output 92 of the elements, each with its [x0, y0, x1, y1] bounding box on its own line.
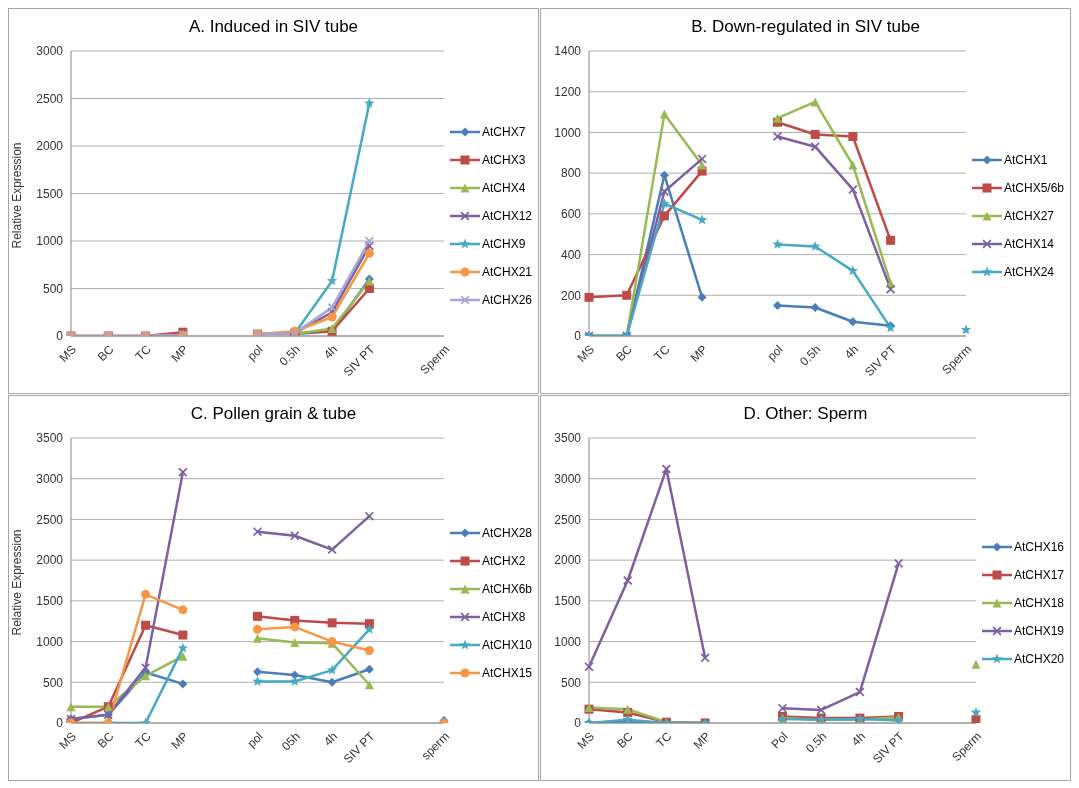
x-tick-label: MS	[574, 729, 598, 752]
y-tick-label: 1000	[554, 125, 582, 140]
x-tick-label: 0.5h	[802, 729, 830, 756]
y-tick-label: 1400	[554, 44, 582, 59]
x-tick-label: BC	[94, 729, 117, 751]
x-tick-label: BC	[613, 342, 636, 364]
y-tick-label: 1000	[554, 634, 582, 649]
y-tick-label: 1200	[554, 84, 582, 99]
chart-title: D. Other: Sperm	[742, 404, 869, 425]
y-tick-label: 1000	[36, 234, 64, 249]
x-tick-label: 4h	[841, 342, 862, 362]
x-tick-label: MP	[690, 729, 714, 752]
y-tick-label: 3000	[36, 471, 64, 486]
y-tick-label: 0	[56, 329, 64, 344]
x-tick-label: 0.5h	[276, 342, 303, 369]
legend-label: AtCHX2	[481, 554, 526, 568]
x-tick-label: 05h	[278, 729, 303, 754]
y-tick-label: 200	[560, 288, 582, 303]
legend-label: AtCHX9	[481, 237, 526, 251]
legend-label: AtCHX28	[481, 526, 532, 540]
chart-title: C. Pollen grain & tube	[189, 404, 358, 425]
legend-label: AtCHX14	[1003, 237, 1054, 251]
y-tick-label: 3000	[554, 471, 582, 486]
legend-label: AtCHX3	[481, 153, 526, 167]
x-tick-label: pol	[764, 342, 786, 364]
x-tick-label: MS	[56, 729, 80, 752]
y-tick-label: 1500	[554, 594, 582, 609]
y-tick-label: 3500	[554, 431, 582, 446]
y-tick-label: 0	[574, 716, 582, 731]
legend-label: AtCHX8	[481, 610, 526, 624]
y-tick-label: 0	[574, 329, 582, 344]
legend-label: AtCHX16	[1013, 540, 1064, 554]
y-tick-label: 2500	[36, 512, 64, 527]
legend-label: AtCHX21	[481, 265, 532, 279]
y-axis-title: Relative Expression	[10, 529, 25, 636]
y-tick-label: 3000	[36, 44, 64, 59]
x-tick-label: MS	[574, 342, 598, 365]
x-tick-label: Pol	[768, 729, 791, 752]
legend-label: AtCHX18	[1013, 596, 1064, 610]
legend-label: AtCHX17	[1013, 568, 1064, 582]
legend-label: AtCHX1	[1003, 153, 1048, 167]
y-tick-label: 800	[560, 166, 582, 181]
x-tick-label: TC	[132, 729, 154, 751]
x-tick-label: BC	[94, 342, 117, 364]
x-tick-label: SIV PT	[340, 341, 378, 380]
x-tick-label: TC	[651, 342, 673, 364]
x-tick-label: BC	[614, 729, 637, 751]
x-tick-label: 0.5h	[796, 342, 824, 369]
legend-label: AtCHX6b	[481, 582, 532, 596]
x-tick-label: TC	[132, 342, 154, 364]
y-tick-label: 2500	[36, 91, 64, 106]
x-tick-label: MP	[687, 342, 711, 365]
chart-title: B. Down-regulated in SIV tube	[690, 17, 921, 38]
y-tick-label: 0	[56, 716, 64, 731]
y-tick-label: 3500	[36, 431, 64, 446]
x-tick-label: 4h	[848, 729, 869, 749]
y-tick-label: 1000	[36, 634, 64, 649]
x-tick-label: SIV PT	[861, 341, 900, 380]
y-tick-label: 1500	[36, 186, 64, 201]
y-tick-label: 2000	[36, 553, 64, 568]
y-tick-label: 500	[42, 675, 64, 690]
x-tick-label: TC	[653, 729, 675, 751]
chart-title: A. Induced in SIV tube	[187, 17, 360, 38]
x-tick-label: 4h	[320, 342, 341, 362]
x-tick-label: SIV PT	[340, 728, 378, 767]
x-tick-label: MS	[56, 342, 80, 365]
x-tick-label: MP	[168, 729, 192, 752]
y-tick-label: 500	[560, 675, 582, 690]
y-tick-label: 400	[560, 247, 582, 262]
y-tick-label: 500	[42, 281, 64, 296]
legend-label: AtCHX24	[1003, 265, 1054, 279]
legend-label: AtCHX12	[481, 209, 532, 223]
legend-label: AtCHX15	[481, 666, 532, 680]
legend-label: AtCHX7	[481, 125, 526, 139]
y-tick-label: 2500	[554, 512, 582, 527]
x-tick-label: MP	[168, 342, 192, 365]
x-tick-label: pol	[244, 729, 266, 751]
legend-label: AtCHX4	[481, 181, 526, 195]
legend-label: AtCHX20	[1013, 652, 1064, 666]
y-tick-label: 600	[560, 207, 582, 222]
x-tick-label: SIV PT	[869, 728, 908, 767]
y-tick-label: 2000	[554, 553, 582, 568]
x-tick-label: pol	[244, 342, 266, 364]
y-tick-label: 2000	[36, 139, 64, 154]
legend-label: AtCHX27	[1003, 209, 1054, 223]
y-axis-title: Relative Expression	[10, 142, 25, 249]
y-tick-label: 1500	[36, 594, 64, 609]
legend-label: AtCHX5/6b	[1003, 181, 1064, 195]
legend-label: AtCHX26	[481, 293, 532, 307]
legend-label: AtCHX10	[481, 638, 532, 652]
legend-label: AtCHX19	[1013, 624, 1064, 638]
x-tick-label: 4h	[320, 729, 341, 749]
